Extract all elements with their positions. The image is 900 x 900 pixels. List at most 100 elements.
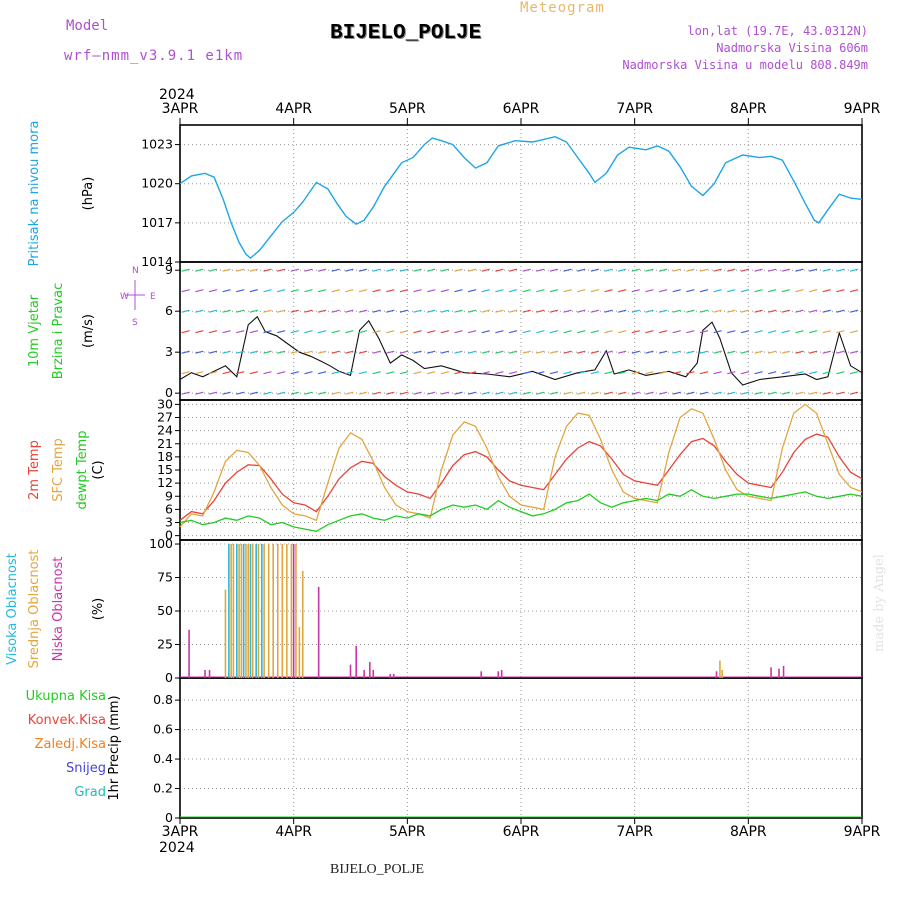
wind-arrow (277, 371, 286, 375)
y-axis-label: Niska Oblacnost (51, 557, 66, 662)
wind-arrow (686, 289, 695, 293)
wind-arrow (413, 268, 422, 272)
wind-arrow (454, 350, 463, 354)
wind-arrow (686, 350, 695, 354)
y-axis-label: 2m Temp (27, 440, 42, 500)
wind-arrow (645, 350, 654, 354)
wind-arrow (522, 268, 531, 272)
wind-arrow (454, 268, 463, 272)
wind-arrow (645, 391, 654, 395)
time-label-top: 3APR (162, 101, 199, 117)
wind-arrow (781, 391, 790, 395)
wind-arrow (727, 268, 736, 272)
wind-arrow (727, 371, 736, 375)
time-label-bottom: 5APR (389, 824, 426, 840)
wind-arrow (208, 350, 218, 354)
wind-arrow (236, 268, 245, 272)
wind-arrow (304, 309, 313, 313)
wind-arrow (481, 309, 490, 313)
time-label-bottom: 3APR (162, 824, 199, 840)
wind-arrow (399, 289, 409, 293)
wind-arrow (822, 391, 831, 395)
wind-arrow (440, 350, 449, 354)
wind-arrow (331, 289, 340, 293)
wind-arrow (768, 309, 777, 313)
wind-arrow (413, 289, 422, 293)
time-label-top: 4APR (275, 101, 312, 117)
wind-arrow (836, 289, 845, 293)
wind-arrow (481, 350, 490, 354)
y-tick-label: 6 (165, 303, 173, 318)
wind-arrow (290, 289, 299, 293)
wind-arrow (754, 309, 763, 313)
wind-arrow (618, 309, 627, 313)
wind-arrow (508, 309, 518, 313)
wind-arrow (508, 289, 518, 293)
wind-arrow (413, 350, 422, 354)
wind-arrow (263, 371, 272, 375)
wind-arrow (249, 371, 259, 375)
wind-arrow (808, 330, 818, 334)
wind-arrow (577, 268, 586, 272)
wind-arrow (358, 330, 368, 334)
wind-arrow (427, 391, 436, 395)
wind-arrow (208, 268, 218, 272)
wind-arrow (713, 289, 722, 293)
y-axis-label: Pritisak na nivou mora (27, 121, 42, 267)
wind-arrow (249, 309, 259, 313)
wind-arrow (522, 289, 531, 293)
wind-arrow (467, 371, 477, 375)
wind-arrow (495, 289, 504, 293)
y-tick-label: 12 (157, 475, 173, 490)
wind-arrow (604, 350, 613, 354)
y-axis-label: 10m Vjetar (27, 294, 42, 367)
wind-arrow (740, 289, 750, 293)
wind-arrow (590, 330, 600, 334)
wind-arrow (331, 371, 340, 375)
y-axis-label: dewpt Temp (75, 430, 90, 509)
wind-arrow (317, 371, 327, 375)
time-label-top: 5APR (389, 101, 426, 117)
y-tick-label: 9 (165, 488, 173, 503)
wind-arrow (181, 371, 190, 375)
wind-arrow (549, 391, 559, 395)
y-tick-label: 0 (165, 810, 173, 825)
wind-arrow (522, 309, 531, 313)
wind-arrow (795, 391, 804, 395)
wind-arrow (386, 350, 395, 354)
wind-arrow (277, 309, 286, 313)
wind-arrow (713, 268, 722, 272)
wind-arrow (331, 309, 340, 313)
wind-arrow (781, 289, 790, 293)
wind-arrow (195, 309, 204, 313)
wind-arrow (590, 371, 600, 375)
wind-arrow (768, 330, 777, 334)
wind-arrow (195, 350, 204, 354)
wind-arrow (754, 350, 763, 354)
wind-arrow (727, 330, 736, 334)
wind-arrow (290, 371, 299, 375)
wind-arrow (849, 309, 859, 313)
wind-arrow (508, 391, 518, 395)
wind-arrow (481, 268, 490, 272)
wind-arrow (672, 268, 681, 272)
y-axis-label: (m/s) (81, 314, 96, 348)
y-tick-label: 24 (157, 423, 173, 438)
wind-arrow (317, 309, 327, 313)
wind-arrow (467, 391, 477, 395)
wind-arrow (754, 371, 763, 375)
wind-arrow (822, 350, 831, 354)
wind-arrow (236, 371, 245, 375)
wind-arrow (263, 309, 272, 313)
wind-arrow (331, 268, 340, 272)
wind-arrow (549, 350, 559, 354)
elevation-label: Nadmorska Visina 606m (716, 41, 868, 55)
wind-arrow (222, 371, 231, 375)
wind-arrow (645, 268, 654, 272)
wind-arrow (454, 289, 463, 293)
y-tick-label: 25 (157, 637, 173, 652)
wind-arrow (345, 371, 354, 375)
y-tick-label: 15 (157, 462, 173, 477)
y-axis-label: Brzina i Pravac (51, 283, 66, 380)
